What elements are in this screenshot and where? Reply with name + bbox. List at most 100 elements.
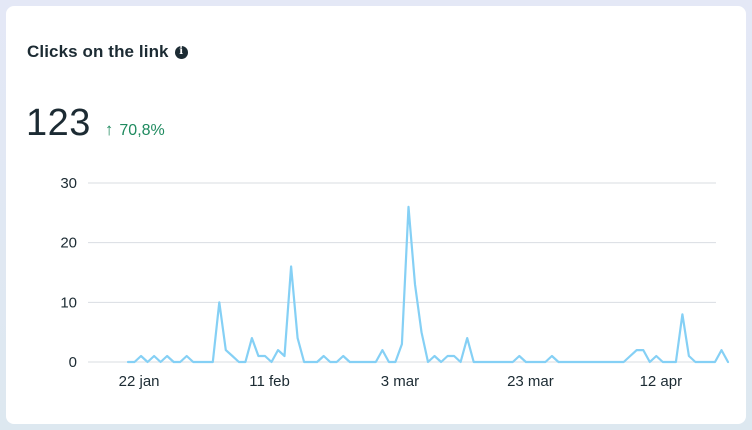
data-point[interactable] [517, 354, 521, 358]
data-point[interactable] [576, 360, 580, 364]
data-point[interactable] [296, 336, 300, 340]
data-point[interactable] [713, 360, 717, 364]
data-point[interactable] [563, 360, 567, 364]
data-point[interactable] [335, 360, 339, 364]
data-point[interactable] [204, 360, 208, 364]
data-point[interactable] [622, 360, 626, 364]
data-point[interactable] [243, 360, 247, 364]
data-point[interactable] [628, 354, 632, 358]
data-point[interactable] [276, 348, 280, 352]
data-point[interactable] [250, 336, 254, 340]
data-point[interactable] [348, 360, 352, 364]
data-point[interactable] [367, 360, 371, 364]
data-point[interactable] [237, 360, 241, 364]
data-point[interactable] [283, 354, 287, 358]
data-point[interactable] [387, 360, 391, 364]
data-point[interactable] [667, 360, 671, 364]
data-point[interactable] [139, 354, 143, 358]
data-point[interactable] [491, 360, 495, 364]
data-point[interactable] [263, 354, 267, 358]
card-header: Clicks on the link i [27, 42, 188, 62]
data-point[interactable] [635, 348, 639, 352]
data-point[interactable] [230, 354, 234, 358]
data-point[interactable] [341, 354, 345, 358]
data-point[interactable] [693, 360, 697, 364]
data-point[interactable] [583, 360, 587, 364]
data-point[interactable] [615, 360, 619, 364]
data-point[interactable] [511, 360, 515, 364]
data-point[interactable] [420, 330, 424, 334]
data-point[interactable] [433, 354, 437, 358]
y-tick-label: 10 [60, 294, 77, 311]
data-point[interactable] [172, 360, 176, 364]
data-point[interactable] [596, 360, 600, 364]
data-point[interactable] [146, 360, 150, 364]
data-point[interactable] [224, 348, 228, 352]
data-point[interactable] [380, 348, 384, 352]
data-point[interactable] [309, 360, 313, 364]
data-point[interactable] [641, 348, 645, 352]
arrow-up-icon: ↑ [104, 120, 114, 139]
data-point[interactable] [589, 360, 593, 364]
data-point[interactable] [185, 354, 189, 358]
data-point[interactable] [680, 312, 684, 316]
data-point[interactable] [413, 282, 417, 286]
data-point[interactable] [165, 354, 169, 358]
data-point[interactable] [439, 360, 443, 364]
data-point[interactable] [191, 360, 195, 364]
data-point[interactable] [322, 354, 326, 358]
data-point[interactable] [452, 354, 456, 358]
data-point[interactable] [602, 360, 606, 364]
data-point[interactable] [707, 360, 711, 364]
data-point[interactable] [198, 360, 202, 364]
data-point[interactable] [530, 360, 534, 364]
clicks-card: Clicks on the link i 123 ↑ 70,8% [6, 6, 746, 424]
data-point[interactable] [270, 360, 274, 364]
data-point[interactable] [726, 360, 730, 364]
data-point[interactable] [700, 360, 704, 364]
data-point[interactable] [328, 360, 332, 364]
data-point[interactable] [178, 360, 182, 364]
data-point[interactable] [674, 360, 678, 364]
data-point[interactable] [498, 360, 502, 364]
data-point[interactable] [648, 360, 652, 364]
data-point[interactable] [315, 360, 319, 364]
data-point[interactable] [159, 360, 163, 364]
data-point[interactable] [289, 265, 293, 269]
data-point[interactable] [478, 360, 482, 364]
data-point[interactable] [485, 360, 489, 364]
data-point[interactable] [661, 360, 665, 364]
data-point[interactable] [354, 360, 358, 364]
info-icon[interactable]: i [174, 45, 188, 59]
data-point[interactable] [407, 205, 411, 209]
data-point[interactable] [609, 360, 613, 364]
data-point[interactable] [570, 360, 574, 364]
data-point[interactable] [459, 360, 463, 364]
data-point[interactable] [400, 342, 404, 346]
data-point[interactable] [472, 360, 476, 364]
data-point[interactable] [361, 360, 365, 364]
data-point[interactable] [550, 354, 554, 358]
data-point[interactable] [720, 348, 724, 352]
data-point[interactable] [126, 360, 130, 364]
data-point[interactable] [524, 360, 528, 364]
data-point[interactable] [374, 360, 378, 364]
data-point[interactable] [654, 354, 658, 358]
data-point[interactable] [256, 354, 260, 358]
data-point[interactable] [152, 354, 156, 358]
data-point[interactable] [133, 360, 137, 364]
data-point[interactable] [302, 360, 306, 364]
data-point[interactable] [211, 360, 215, 364]
data-point[interactable] [557, 360, 561, 364]
data-point[interactable] [217, 300, 221, 304]
data-point[interactable] [504, 360, 508, 364]
data-point[interactable] [537, 360, 541, 364]
data-point[interactable] [687, 354, 691, 358]
data-point[interactable] [543, 360, 547, 364]
data-point[interactable] [426, 360, 430, 364]
data-point[interactable] [446, 354, 450, 358]
series-line[interactable] [126, 205, 730, 364]
data-point[interactable] [393, 360, 397, 364]
data-point[interactable] [465, 336, 469, 340]
